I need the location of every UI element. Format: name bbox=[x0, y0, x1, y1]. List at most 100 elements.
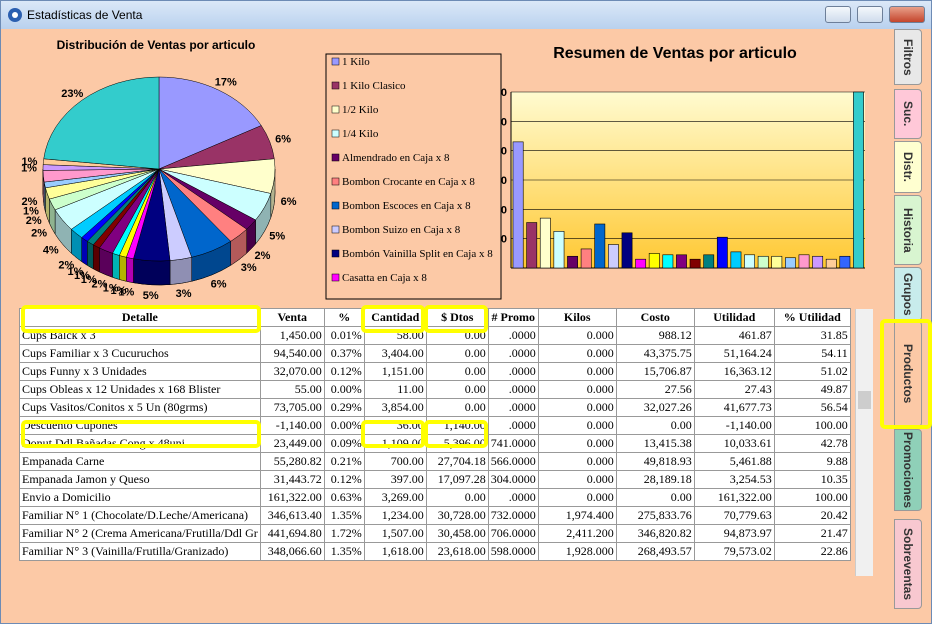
table-cell[interactable]: 30,458.00 bbox=[426, 525, 488, 543]
table-cell[interactable]: 20.42 bbox=[774, 507, 850, 525]
table-cell[interactable]: 0.000 bbox=[538, 435, 616, 453]
table-cell[interactable]: 32,027.26 bbox=[616, 399, 694, 417]
table-cell[interactable]: 100.00 bbox=[774, 489, 850, 507]
table-cell[interactable]: 0.12% bbox=[324, 471, 364, 489]
table-cell[interactable]: 23,449.00 bbox=[260, 435, 324, 453]
table-cell[interactable]: .0000 bbox=[488, 363, 538, 381]
table-cell[interactable]: 566.0000 bbox=[488, 453, 538, 471]
table-row[interactable]: Empanada Carne55,280.820.21%700.0027,704… bbox=[20, 453, 851, 471]
table-cell[interactable]: 0.01% bbox=[324, 327, 364, 345]
table-cell[interactable]: 0.00 bbox=[426, 489, 488, 507]
table-cell[interactable]: 732.0000 bbox=[488, 507, 538, 525]
table-cell[interactable]: 1,618.00 bbox=[364, 543, 426, 561]
table-cell[interactable]: 0.00 bbox=[426, 363, 488, 381]
table-cell[interactable]: 27,704.18 bbox=[426, 453, 488, 471]
table-row[interactable]: Familiar N° 2 (Crema Americana/Frutilla/… bbox=[20, 525, 851, 543]
table-cell[interactable]: Cups Vasitos/Conitos x 5 Un (80grms) bbox=[20, 399, 261, 417]
table-cell[interactable]: 94,873.97 bbox=[694, 525, 774, 543]
table-cell[interactable]: 55.00 bbox=[260, 381, 324, 399]
table-cell[interactable]: 51,164.24 bbox=[694, 345, 774, 363]
table-cell[interactable]: 5,461.88 bbox=[694, 453, 774, 471]
table-row[interactable]: Cups Funny x 3 Unidades32,070.000.12%1,1… bbox=[20, 363, 851, 381]
table-cell[interactable]: 27.43 bbox=[694, 381, 774, 399]
table-cell[interactable]: 161,322.00 bbox=[694, 489, 774, 507]
table-cell[interactable]: 304.0000 bbox=[488, 471, 538, 489]
table-cell[interactable]: Familiar N° 2 (Crema Americana/Frutilla/… bbox=[20, 525, 261, 543]
table-cell[interactable]: 348,066.60 bbox=[260, 543, 324, 561]
table-cell[interactable]: 3,269.00 bbox=[364, 489, 426, 507]
table-cell[interactable]: 1,507.00 bbox=[364, 525, 426, 543]
table-cell[interactable]: 441,694.80 bbox=[260, 525, 324, 543]
table-cell[interactable]: 1,974.400 bbox=[538, 507, 616, 525]
table-cell[interactable]: 0.09% bbox=[324, 435, 364, 453]
tab[interactable]: Promociones bbox=[894, 429, 922, 511]
table-cell[interactable]: Familiar N° 3 (Vainilla/Frutilla/Graniza… bbox=[20, 543, 261, 561]
table-cell[interactable]: 10.35 bbox=[774, 471, 850, 489]
table-cell[interactable]: 346,820.82 bbox=[616, 525, 694, 543]
table-cell[interactable]: 2,411.200 bbox=[538, 525, 616, 543]
table-cell[interactable]: 268,493.57 bbox=[616, 543, 694, 561]
table-cell[interactable]: 31,443.72 bbox=[260, 471, 324, 489]
table-cell[interactable]: 0.12% bbox=[324, 363, 364, 381]
table-cell[interactable]: 51.02 bbox=[774, 363, 850, 381]
table-cell[interactable]: 0.000 bbox=[538, 381, 616, 399]
table-cell[interactable]: 1.35% bbox=[324, 507, 364, 525]
table-cell[interactable]: 0.37% bbox=[324, 345, 364, 363]
table-row[interactable]: Empanada Jamon y Queso31,443.720.12%397.… bbox=[20, 471, 851, 489]
table-cell[interactable]: 79,573.02 bbox=[694, 543, 774, 561]
table-cell[interactable]: Empanada Carne bbox=[20, 453, 261, 471]
table-cell[interactable]: 0.00% bbox=[324, 381, 364, 399]
table-cell[interactable]: 3,854.00 bbox=[364, 399, 426, 417]
table-row[interactable]: Cups Vasitos/Conitos x 5 Un (80grms)73,7… bbox=[20, 399, 851, 417]
table-cell[interactable]: Envio a Domicilio bbox=[20, 489, 261, 507]
table-cell[interactable]: 55,280.82 bbox=[260, 453, 324, 471]
table-cell[interactable]: 0.00 bbox=[616, 417, 694, 435]
table-cell[interactable]: 0.00 bbox=[426, 399, 488, 417]
table-cell[interactable]: 49.87 bbox=[774, 381, 850, 399]
table-cell[interactable]: 598.0000 bbox=[488, 543, 538, 561]
tab[interactable]: Sobreventas bbox=[894, 519, 922, 609]
table-cell[interactable]: 397.00 bbox=[364, 471, 426, 489]
table-row[interactable]: Envio a Domicilio161,322.000.63%3,269.00… bbox=[20, 489, 851, 507]
table-cell[interactable]: 0.000 bbox=[538, 399, 616, 417]
tab[interactable]: Distr. bbox=[894, 141, 922, 193]
table-cell[interactable]: 1,234.00 bbox=[364, 507, 426, 525]
scroll-thumb[interactable] bbox=[858, 391, 871, 409]
table-cell[interactable]: 22.86 bbox=[774, 543, 850, 561]
table-cell[interactable]: 10,033.61 bbox=[694, 435, 774, 453]
table-cell[interactable]: 0.000 bbox=[538, 417, 616, 435]
table-cell[interactable]: Cups Obleas x 12 Unidades x 168 Blister bbox=[20, 381, 261, 399]
table-cell[interactable]: 15,706.87 bbox=[616, 363, 694, 381]
table-cell[interactable]: 73,705.00 bbox=[260, 399, 324, 417]
table-row[interactable]: Familiar N° 3 (Vainilla/Frutilla/Graniza… bbox=[20, 543, 851, 561]
table-cell[interactable]: .0000 bbox=[488, 327, 538, 345]
table-cell[interactable]: 1,928.000 bbox=[538, 543, 616, 561]
table-cell[interactable]: 28,189.18 bbox=[616, 471, 694, 489]
table-row[interactable]: Cups Familiar x 3 Cucuruchos94,540.000.3… bbox=[20, 345, 851, 363]
table-cell[interactable]: .0000 bbox=[488, 489, 538, 507]
table-cell[interactable]: Familiar N° 1 (Chocolate/D.Leche/America… bbox=[20, 507, 261, 525]
table-cell[interactable]: 100.00 bbox=[774, 417, 850, 435]
table-cell[interactable]: Cups Familiar x 3 Cucuruchos bbox=[20, 345, 261, 363]
close-button[interactable] bbox=[889, 6, 925, 23]
table-cell[interactable]: 3,404.00 bbox=[364, 345, 426, 363]
table-cell[interactable]: 21.47 bbox=[774, 525, 850, 543]
table-cell[interactable]: .0000 bbox=[488, 345, 538, 363]
table-cell[interactable]: 700.00 bbox=[364, 453, 426, 471]
table-cell[interactable]: 31.85 bbox=[774, 327, 850, 345]
table-cell[interactable]: 49,818.93 bbox=[616, 453, 694, 471]
maximize-button[interactable] bbox=[857, 6, 883, 23]
table-cell[interactable]: 0.000 bbox=[538, 471, 616, 489]
table-cell[interactable]: 0.29% bbox=[324, 399, 364, 417]
table-cell[interactable]: 54.11 bbox=[774, 345, 850, 363]
table-cell[interactable]: 42.78 bbox=[774, 435, 850, 453]
table-cell[interactable]: 0.000 bbox=[538, 363, 616, 381]
tab[interactable]: Historia bbox=[894, 195, 922, 265]
table-cell[interactable]: 94,540.00 bbox=[260, 345, 324, 363]
table-cell[interactable]: -1,140.00 bbox=[260, 417, 324, 435]
table-cell[interactable]: 1.72% bbox=[324, 525, 364, 543]
table-cell[interactable]: 161,322.00 bbox=[260, 489, 324, 507]
table-cell[interactable]: 41,677.73 bbox=[694, 399, 774, 417]
table-cell[interactable]: 56.54 bbox=[774, 399, 850, 417]
table-cell[interactable]: Empanada Jamon y Queso bbox=[20, 471, 261, 489]
